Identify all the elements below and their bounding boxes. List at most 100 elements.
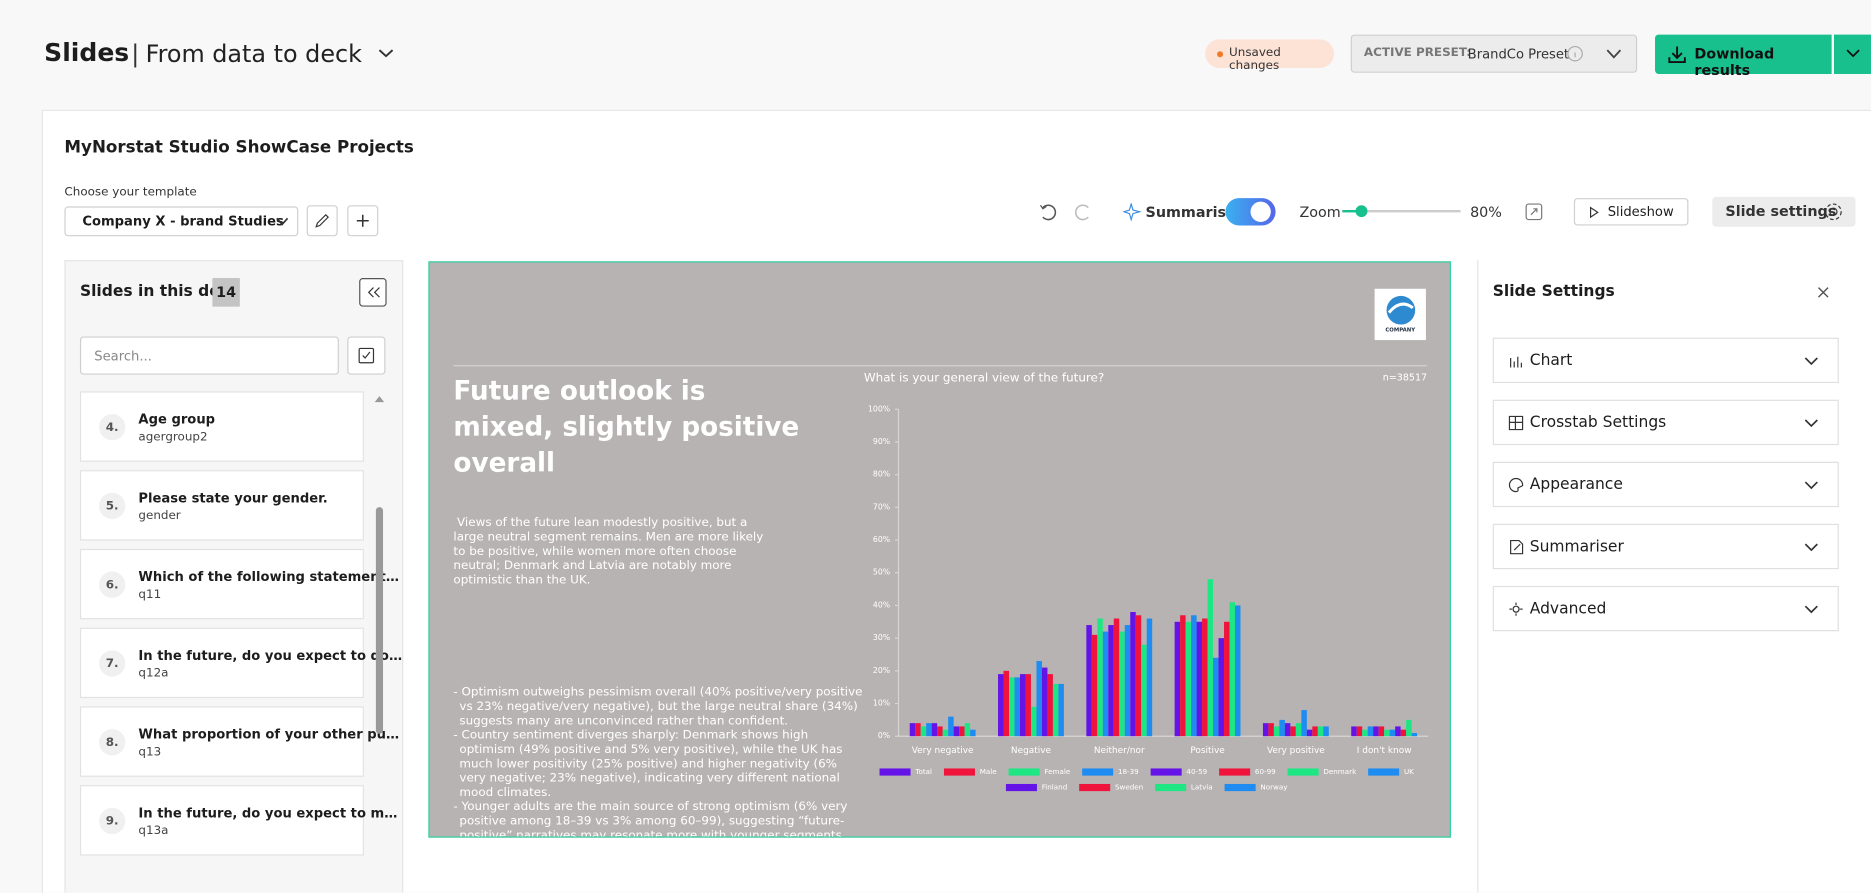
settings-section[interactable]: Appearance [1492,461,1839,508]
legend-swatch [1008,768,1040,776]
settings-section[interactable]: Advanced [1492,585,1839,632]
slide-item[interactable]: 4. Age group agergroup2 [79,391,364,462]
select-all[interactable] [347,336,386,375]
search-placeholder: Search... [94,347,152,364]
legend-swatch [1368,768,1400,776]
bar [953,726,960,737]
page-title: Slides [44,38,130,67]
preset-chevron [1606,49,1622,59]
legend-label: Finland [1042,783,1068,792]
template-select[interactable]: Company X - brand Studies [64,206,299,237]
item-number: 8. [99,729,126,756]
slideshow-button[interactable]: Slideshow [1573,198,1689,226]
bar [1047,674,1053,737]
slide-settings-button[interactable]: Slide settings [1712,196,1856,227]
bar [1295,723,1302,737]
bar [1279,719,1285,737]
section-title: Appearance [1529,476,1623,495]
bar [1135,615,1142,737]
sample-size: n=38517 [1383,373,1427,384]
collapse-button[interactable] [359,278,387,307]
collapse-icon [367,287,380,298]
y-tick-label: 70% [873,502,890,511]
slide-item[interactable]: 5. Please state your gender. gender [79,470,364,541]
slide-item[interactable]: 8. What proportion of your other pu… q13 [79,706,399,777]
slideshow-text: Slideshow [1607,204,1674,220]
slide-canvas[interactable]: COMPANY Future outlook is mixed, slightl… [428,261,1451,838]
legend-swatch [1082,768,1114,776]
legend-label: Male [980,767,998,776]
bar [1367,726,1374,737]
y-tick-label: 30% [873,633,890,642]
bar [1395,726,1401,737]
bar [1180,615,1186,737]
slide-summary: Views of the future lean modestly positi… [453,516,764,588]
undo-redo[interactable] [1038,202,1095,223]
bar [959,726,965,737]
legend-swatch [1079,783,1111,792]
bar [1146,618,1153,737]
download-menu[interactable] [1834,34,1871,74]
search-input[interactable]: Search... [79,336,339,375]
bar [1102,631,1109,737]
chart: What is your general view of the future?… [864,371,1429,792]
legend-label: 18-39 [1118,767,1139,776]
item-title: In the future, do you expect to m… [138,805,398,821]
slide-settings-text: Slide settings [1725,202,1837,220]
project-name[interactable]: From data to deck [145,39,362,69]
project-chevron[interactable] [378,48,394,60]
legend-label: Total [914,767,932,776]
preset-select[interactable]: ACTIVE PRESET: BrandCo Preset [1350,34,1638,73]
zoom-knob[interactable] [1355,205,1368,218]
item-number: 4. [99,414,126,441]
slide-item[interactable]: 6. Which of the following statement… q11 [79,548,399,620]
bar [1301,710,1307,737]
close-button[interactable] [1817,286,1829,298]
legend-label: Norway [1260,783,1288,792]
zoom-value: 80% [1470,204,1502,221]
section-icon [1510,356,1522,368]
bar [1124,625,1131,737]
pencil-icon [315,213,329,228]
section-title: Chart [1529,352,1573,370]
bar [1229,602,1236,737]
bar [1362,729,1368,737]
fit-icon[interactable] [1525,203,1543,221]
x-tick-label: I don't know [1357,746,1412,756]
bar [1389,729,1396,737]
add-template[interactable] [347,205,379,237]
y-tick-label: 10% [873,699,890,708]
summariser-toggle[interactable] [1225,198,1276,226]
slide-item[interactable]: 9. In the future, do you expect to m… q13a [79,785,397,856]
item-subtitle: gender [138,509,181,523]
legend-label: Denmark [1323,767,1357,776]
slide-item[interactable]: 7. In the future, do you expect to do… q12… [79,627,402,699]
preset-label: ACTIVE PRESET: [1363,46,1472,60]
bar [1235,605,1241,737]
chevron [1804,419,1818,428]
bar [1041,667,1048,737]
section-icon [1509,602,1523,616]
zoom-label: Zoom [1299,204,1341,221]
edit-template[interactable] [306,205,338,237]
item-title: Please state your gender. [138,490,328,506]
item-subtitle: q13a [138,824,169,838]
bar [942,729,949,737]
y-tick-label: 80% [873,470,890,479]
bar [915,723,921,737]
y-tick-label: 60% [873,535,890,544]
download-button[interactable]: Download results [1655,34,1832,79]
settings-section[interactable]: Summariser [1492,523,1839,570]
item-subtitle: q11 [138,588,162,602]
bar [1014,677,1020,737]
y-tick-label: 20% [873,666,890,675]
unsaved-text: Unsaved changes [1229,46,1281,73]
bar [1185,621,1192,737]
settings-section[interactable]: Chart [1492,337,1839,384]
bar [1091,634,1098,737]
bar [1317,726,1324,737]
scrollbar[interactable] [373,391,385,749]
item-number: 5. [99,492,126,520]
bar [1113,618,1120,737]
settings-section[interactable]: Crosstab Settings [1492,399,1839,446]
